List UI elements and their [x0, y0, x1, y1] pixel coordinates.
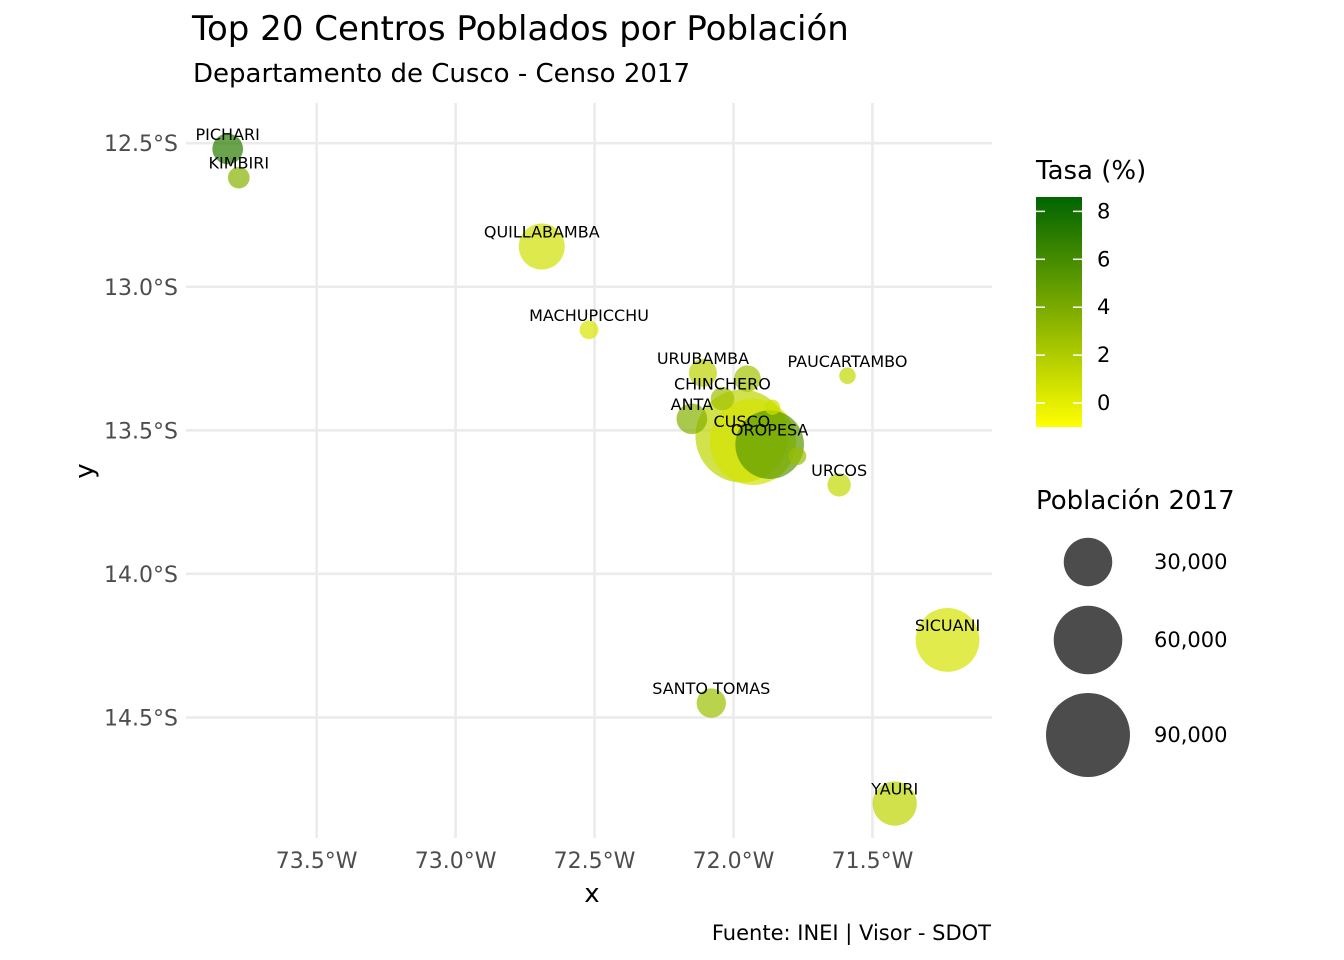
x-axis-title: x [584, 879, 599, 909]
point-santo-tomas [696, 688, 726, 718]
color-tick-label: 2 [1097, 343, 1110, 367]
point-label: OROPESA [731, 421, 809, 440]
size-legend-label: 30,000 [1154, 550, 1227, 574]
color-tick-label: 4 [1097, 295, 1110, 319]
color-legend-title: Tasa (%) [1035, 156, 1146, 186]
size-legend-circle [1046, 693, 1130, 777]
point-label: URCOS [811, 461, 867, 480]
x-tick-label: 71.5°W [832, 849, 914, 874]
point-label: PAUCARTAMBO [788, 352, 908, 371]
point-labels: PICHARI KIMBIRI QUILLABAMBA MACHUPICCHU URUB… [196, 125, 981, 799]
y-axis-ticks: 12.5°S 13.0°S 13.5°S 14.0°S 14.5°S [104, 132, 178, 731]
x-tick-label: 73.0°W [415, 849, 497, 874]
x-tick-label: 73.5°W [276, 849, 358, 874]
chart-title: Top 20 Centros Poblados por Población [191, 9, 849, 49]
point-label: SANTO TOMAS [652, 679, 770, 698]
point-pichari [212, 133, 244, 165]
point-urubamba [688, 358, 717, 387]
point-sicuani [915, 607, 980, 672]
grid-lines [186, 103, 992, 838]
point-urcos [827, 473, 851, 497]
data-points [212, 133, 980, 826]
point-label: YAURI [870, 780, 918, 799]
point-kimbiri [227, 166, 250, 189]
point-label: ANTA [671, 395, 713, 414]
y-tick-label: 12.5°S [104, 132, 178, 157]
size-legend: Población 2017 30,000 60,000 90,000 [1036, 486, 1235, 777]
color-tick-label: 0 [1097, 391, 1110, 415]
point-oropesa [735, 410, 804, 479]
point-paucartambo [839, 367, 856, 385]
y-tick-label: 13.0°S [104, 276, 178, 301]
point-chinchero [710, 387, 735, 411]
point-unlabeled [788, 447, 807, 465]
y-tick-label: 14.0°S [104, 563, 178, 588]
point-machupicchu [579, 320, 599, 340]
chart-caption: Fuente: INEI | Visor - SDOT [712, 921, 991, 946]
point-label: KIMBIRI [209, 154, 270, 173]
y-tick-label: 13.5°S [104, 419, 178, 444]
color-tick-label: 6 [1097, 247, 1110, 271]
point-label: CHINCHERO [674, 375, 771, 394]
size-legend-label: 60,000 [1154, 628, 1227, 652]
size-legend-keys: 30,000 60,000 90,000 [1046, 537, 1227, 777]
size-legend-title: Población 2017 [1036, 486, 1235, 516]
x-tick-label: 72.0°W [693, 849, 775, 874]
point-quillabamba [518, 223, 565, 270]
point-yauri [872, 781, 917, 826]
point-label: MACHUPICCHU [529, 306, 649, 325]
point-label: PICHARI [196, 125, 260, 144]
y-axis-title: y [70, 463, 100, 478]
point-label: SICUANI [915, 616, 980, 635]
color-tick-label: 8 [1097, 199, 1110, 223]
point-label: QUILLABAMBA [484, 223, 600, 242]
y-tick-label: 14.5°S [104, 706, 178, 731]
size-legend-circle [1063, 537, 1113, 587]
point-unlabeled [734, 365, 761, 392]
color-legend-bar [1036, 197, 1082, 427]
point-anta [676, 403, 708, 435]
x-tick-label: 72.5°W [554, 849, 636, 874]
chart-subtitle: Departamento de Cusco - Censo 2017 [193, 59, 690, 89]
point-label: URUBAMBA [657, 349, 749, 368]
point-label: CUSCO [713, 412, 770, 431]
point-unlabeled [764, 399, 781, 416]
size-legend-label: 90,000 [1154, 723, 1227, 747]
x-axis-ticks: 73.5°W 73.0°W 72.5°W 72.0°W 71.5°W [276, 849, 914, 874]
color-legend-ticks: 8 6 4 2 0 [1036, 199, 1110, 415]
size-legend-circle [1053, 605, 1123, 675]
color-legend: Tasa (%) 8 6 4 2 0 [1035, 156, 1146, 427]
